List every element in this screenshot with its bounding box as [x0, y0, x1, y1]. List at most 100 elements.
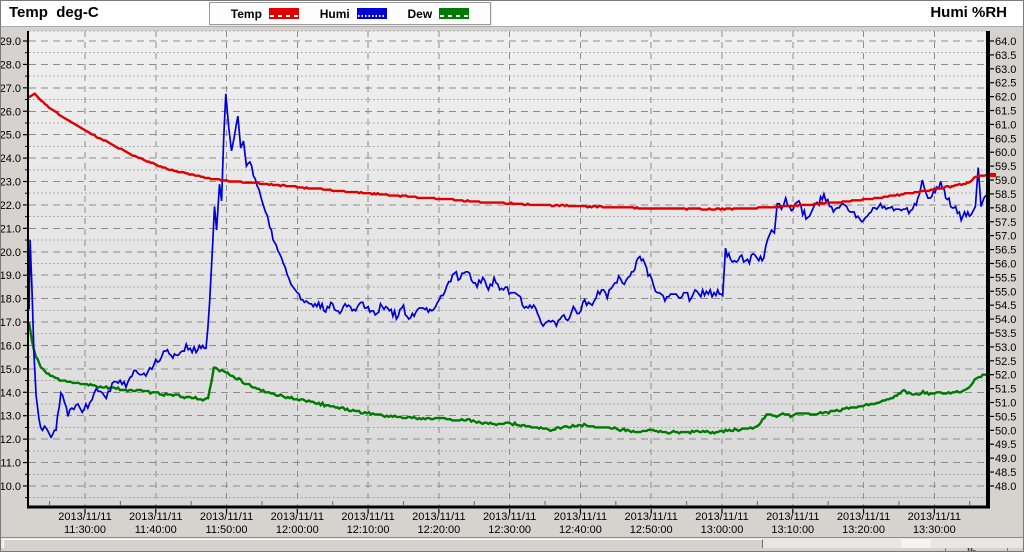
temp-line-swatch-icon — [268, 8, 299, 19]
plot-frame — [27, 31, 990, 509]
svg-text:26.0: 26.0 — [1, 106, 21, 118]
bottom-bar-separator — [1007, 548, 1008, 551]
svg-text:2013/11/11: 2013/11/11 — [837, 511, 890, 523]
svg-text:55.5: 55.5 — [995, 272, 1016, 284]
svg-text:13:00:00: 13:00:00 — [701, 524, 744, 536]
svg-text:57.5: 57.5 — [995, 217, 1016, 229]
current-value-marker — [990, 172, 996, 177]
svg-text:52.5: 52.5 — [995, 356, 1016, 368]
svg-text:21.0: 21.0 — [1, 223, 21, 235]
svg-text:2013/11/11: 2013/11/11 — [200, 511, 253, 523]
svg-text:12.0: 12.0 — [1, 434, 21, 446]
svg-text:50.0: 50.0 — [995, 425, 1016, 437]
svg-text:2013/11/11: 2013/11/11 — [766, 511, 819, 523]
svg-text:25.0: 25.0 — [1, 130, 21, 142]
svg-text:18.0: 18.0 — [1, 294, 21, 306]
svg-text:2013/11/11: 2013/11/11 — [271, 511, 324, 523]
svg-text:64.0: 64.0 — [995, 36, 1016, 48]
left-axis-title: Temp deg-C — [9, 4, 99, 21]
svg-text:16.0: 16.0 — [1, 340, 21, 352]
grid-lines — [29, 30, 986, 506]
plot-background — [29, 31, 986, 506]
svg-text:14.0: 14.0 — [1, 387, 21, 399]
svg-text:2013/11/11: 2013/11/11 — [412, 511, 465, 523]
svg-text:61.5: 61.5 — [995, 106, 1016, 118]
svg-text:29.0: 29.0 — [1, 36, 21, 48]
svg-text:59.0: 59.0 — [995, 175, 1016, 187]
svg-text:2013/11/11: 2013/11/11 — [695, 511, 748, 523]
svg-text:61.0: 61.0 — [995, 119, 1016, 131]
svg-text:13:10:00: 13:10:00 — [771, 524, 814, 536]
svg-text:63.0: 63.0 — [995, 64, 1016, 76]
svg-text:54.5: 54.5 — [995, 300, 1016, 312]
svg-text:24.0: 24.0 — [1, 153, 21, 165]
svg-text:28.0: 28.0 — [1, 59, 21, 71]
svg-text:58.5: 58.5 — [995, 189, 1016, 201]
series-line-humi — [29, 93, 986, 440]
legend-item-temp: Temp — [231, 7, 299, 21]
svg-text:2013/11/11: 2013/11/11 — [129, 511, 182, 523]
axis-labels: 29.0 28.0 27.0 26.0 25.0 24.0 23.0 22.0 21.0 20.0… — [1, 36, 1016, 536]
series-lines — [29, 92, 986, 440]
svg-text:49.5: 49.5 — [995, 439, 1016, 451]
svg-text:49.0: 49.0 — [995, 453, 1016, 465]
svg-text:11:50:00: 11:50:00 — [206, 524, 248, 536]
svg-text:12:10:00: 12:10:00 — [347, 524, 390, 536]
svg-text:10.0: 10.0 — [1, 481, 21, 493]
svg-text:23.0: 23.0 — [1, 177, 21, 189]
svg-text:13.0: 13.0 — [1, 411, 21, 423]
svg-text:11:40:00: 11:40:00 — [135, 524, 177, 536]
legend-label-temp: Temp — [230, 6, 262, 21]
svg-text:13:30:00: 13:30:00 — [913, 524, 956, 536]
svg-text:2013/11/11: 2013/11/11 — [58, 511, 111, 523]
legend-item-humi: Humi — [320, 7, 387, 21]
svg-text:53.0: 53.0 — [995, 342, 1016, 354]
svg-text:50.5: 50.5 — [995, 411, 1016, 423]
svg-text:27.0: 27.0 — [1, 83, 21, 95]
svg-text:55.0: 55.0 — [995, 286, 1016, 298]
svg-text:12:50:00: 12:50:00 — [630, 524, 673, 536]
svg-text:2013/11/11: 2013/11/11 — [908, 511, 961, 523]
svg-text:54.0: 54.0 — [995, 314, 1016, 326]
dew-line-swatch-icon — [439, 8, 470, 19]
svg-text:12:00:00: 12:00:00 — [276, 524, 319, 536]
svg-text:11:30:00: 11:30:00 — [64, 524, 106, 536]
svg-text:48.5: 48.5 — [995, 467, 1016, 479]
legend-item-dew: Dew — [408, 7, 470, 21]
svg-text:63.5: 63.5 — [995, 50, 1016, 62]
svg-text:12:20:00: 12:20:00 — [417, 524, 460, 536]
svg-text:13:20:00: 13:20:00 — [842, 524, 885, 536]
svg-text:60.5: 60.5 — [995, 133, 1016, 145]
legend-box: Temp Humi Dew — [209, 2, 491, 25]
svg-text:57.0: 57.0 — [995, 231, 1016, 243]
svg-text:56.5: 56.5 — [995, 245, 1016, 257]
svg-text:53.5: 53.5 — [995, 328, 1016, 340]
svg-text:15.0: 15.0 — [1, 364, 21, 376]
svg-text:62.0: 62.0 — [995, 92, 1016, 104]
trend-chart: 29.0 28.0 27.0 26.0 25.0 24.0 23.0 22.0 21.0 20.0… — [1, 30, 1016, 536]
svg-text:2013/11/11: 2013/11/11 — [554, 511, 607, 523]
right-axis-title: Humi %RH — [930, 4, 1007, 21]
legend-label-dew: Dew — [407, 6, 433, 21]
legend-label-humi: Humi — [319, 6, 350, 21]
series-line-dew — [29, 321, 986, 435]
svg-text:12:40:00: 12:40:00 — [559, 524, 602, 536]
humi-line-swatch-icon — [356, 8, 387, 19]
header-bar: Temp deg-C Temp Humi Dew Humi %RH — [1, 1, 1023, 27]
svg-text:56.0: 56.0 — [995, 258, 1016, 270]
svg-text:22.0: 22.0 — [1, 200, 21, 212]
svg-text:62.5: 62.5 — [995, 78, 1016, 90]
svg-text:17.0: 17.0 — [1, 317, 21, 329]
clipped-bottom-bar: lb — [1, 547, 1023, 551]
svg-text:51.0: 51.0 — [995, 398, 1016, 410]
svg-text:12:30:00: 12:30:00 — [488, 524, 531, 536]
svg-text:59.5: 59.5 — [995, 161, 1016, 173]
clipped-control[interactable]: lb — [967, 547, 977, 551]
svg-text:20.0: 20.0 — [1, 247, 21, 259]
svg-text:11.0: 11.0 — [1, 458, 21, 470]
svg-text:52.0: 52.0 — [995, 370, 1016, 382]
svg-text:19.0: 19.0 — [1, 270, 21, 282]
bottom-bar-separator — [945, 548, 946, 551]
svg-text:2013/11/11: 2013/11/11 — [483, 511, 536, 523]
